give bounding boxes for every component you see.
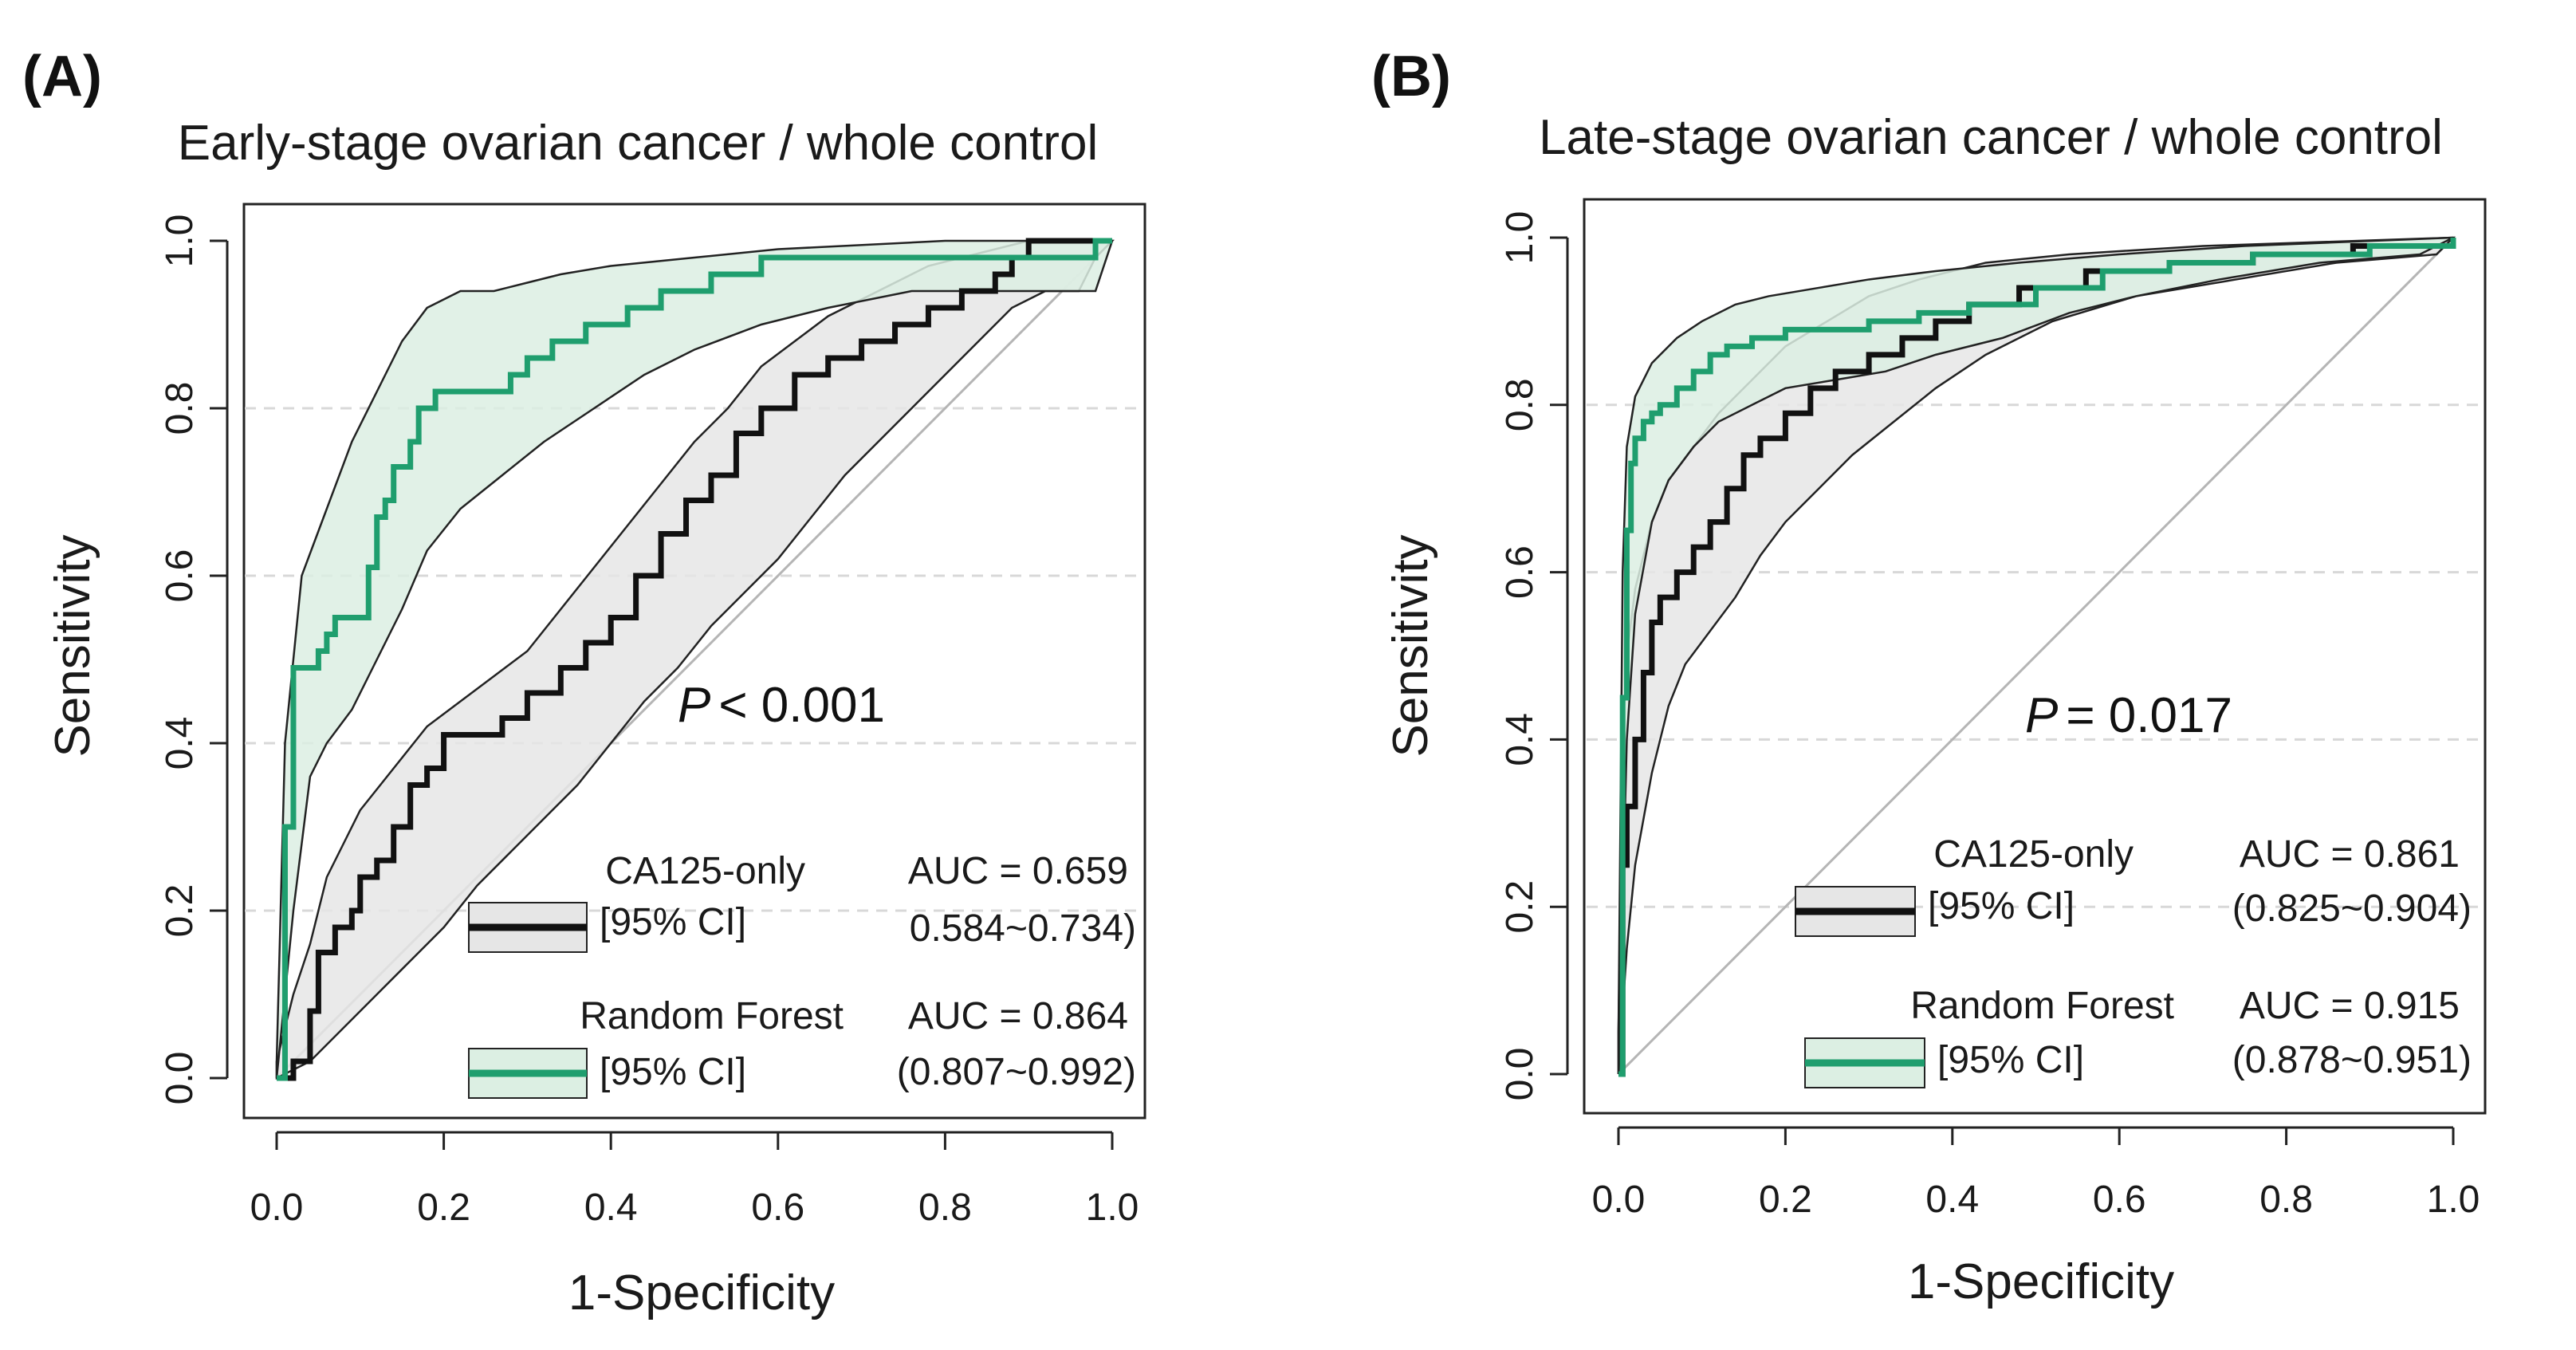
y-tick-label: 0.2 — [159, 884, 201, 938]
y-tick-label: 0.6 — [159, 549, 201, 603]
roc-line-random-forest — [1618, 238, 2456, 1077]
p-value: < 0.001 — [718, 678, 885, 733]
y-tick-label: 0.8 — [1499, 378, 1541, 431]
y-tick-label: 0.0 — [159, 1052, 201, 1105]
legend: CA125-only [95% CI] AUC = 0.861 (0.825~0… — [1795, 833, 2472, 1088]
p-value-annotation: P < 0.001 — [678, 678, 885, 733]
grid-lines — [1587, 236, 2485, 1076]
legend-ci-ca125: [95% CI] — [600, 901, 746, 943]
x-tick-label: 0.4 — [584, 1187, 638, 1229]
legend-auc-rf: AUC = 0.864 — [908, 995, 1128, 1037]
x-tick-label: 0.4 — [1925, 1179, 1979, 1221]
y-tick-label: 0.4 — [1499, 713, 1541, 766]
panel-a: (A) Early-stage ovarian cancer / whole c… — [22, 45, 1146, 1320]
axis-ticks: 0.0 0.2 0.4 0.6 0.8 1.0 0.0 0.2 0.4 0.6 0.8 1.0 — [1499, 211, 2480, 1221]
x-tick-label: 0.6 — [751, 1187, 804, 1229]
panel-label: (B) — [1371, 45, 1451, 108]
plot-frame — [242, 203, 1146, 1120]
legend-auc-ci-ca125: 0.584~0.734) — [910, 907, 1136, 950]
chart-title: Early-stage ovarian cancer / whole contr… — [178, 116, 1098, 171]
p-value-annotation: P = 0.017 — [2025, 688, 2232, 743]
legend-auc-ci-rf: (0.878~0.951) — [2232, 1039, 2472, 1081]
legend-auc-ci-rf: (0.807~0.992) — [897, 1051, 1136, 1093]
x-tick-label: 0.8 — [918, 1187, 972, 1229]
x-tick-label: 0.2 — [1759, 1179, 1812, 1221]
roc-line-ca125 — [277, 238, 1112, 1081]
chance-diagonal — [1617, 236, 2455, 1076]
legend-name-ca125: CA125-only — [1933, 833, 2134, 876]
x-tick-label: 1.0 — [2427, 1179, 2480, 1221]
x-axis-title: 1-Specificity — [1908, 1254, 2174, 1309]
p-symbol: P — [678, 678, 710, 733]
axis-ticks: 0.0 0.2 0.4 0.6 0.8 1.0 0.0 0.2 0.4 0.6 0.8 1.0 — [159, 215, 1139, 1229]
ci-bands — [1617, 236, 2456, 1075]
x-tick-label: 0.2 — [417, 1187, 470, 1229]
ci-band-random-forest — [275, 239, 1114, 1079]
plot-frame — [1583, 198, 2487, 1115]
roc-lines — [277, 238, 1112, 1081]
y-tick-label: 0.6 — [1499, 545, 1541, 599]
x-tick-label: 0.0 — [250, 1187, 304, 1229]
ci-bands — [275, 239, 1115, 1080]
x-tick-label: 0.8 — [2259, 1179, 2313, 1221]
panel-label: (A) — [22, 45, 102, 108]
legend-auc-rf: AUC = 0.915 — [2240, 985, 2460, 1027]
legend-ci-rf: [95% CI] — [600, 1051, 746, 1093]
legend-name-rf: Random Forest — [580, 995, 844, 1037]
y-tick-label: 0.0 — [1499, 1048, 1541, 1101]
legend-auc-ci-ca125: (0.825~0.904) — [2232, 888, 2472, 930]
legend-ci-rf: [95% CI] — [1937, 1039, 2084, 1081]
roc-lines — [1618, 238, 2456, 1077]
x-tick-label: 1.0 — [1086, 1187, 1139, 1229]
x-tick-label: 0.0 — [1592, 1179, 1646, 1221]
legend-name-ca125: CA125-only — [605, 850, 805, 892]
roc-line-random-forest — [277, 238, 1112, 1081]
p-value: = 0.017 — [2066, 688, 2232, 743]
legend: CA125-only [95% CI] AUC = 0.659 0.584~0.… — [468, 850, 1136, 1099]
y-tick-label: 0.8 — [159, 382, 201, 435]
ci-band-random-forest — [1617, 236, 2454, 1075]
chart-title: Late-stage ovarian cancer / whole contro… — [1539, 110, 2443, 165]
y-tick-label: 0.2 — [1499, 880, 1541, 934]
y-tick-label: 0.4 — [159, 717, 201, 770]
y-axis-title: Sensitivity — [1383, 534, 1438, 757]
x-axis-title: 1-Specificity — [568, 1265, 835, 1320]
legend-auc-ca125: AUC = 0.861 — [2240, 833, 2460, 876]
x-tick-label: 0.6 — [2093, 1179, 2146, 1221]
y-tick-label: 1.0 — [1499, 211, 1541, 265]
legend-auc-ca125: AUC = 0.659 — [908, 850, 1128, 892]
legend-name-rf: Random Forest — [1910, 985, 2174, 1027]
p-symbol: P — [2025, 688, 2058, 743]
y-tick-label: 1.0 — [159, 215, 201, 268]
legend-ci-ca125: [95% CI] — [1928, 885, 2075, 927]
panel-b: (B) Late-stage ovarian cancer / whole co… — [1371, 45, 2487, 1309]
y-axis-title: Sensitivity — [45, 534, 100, 757]
roc-line-ca125 — [1618, 238, 2456, 1077]
